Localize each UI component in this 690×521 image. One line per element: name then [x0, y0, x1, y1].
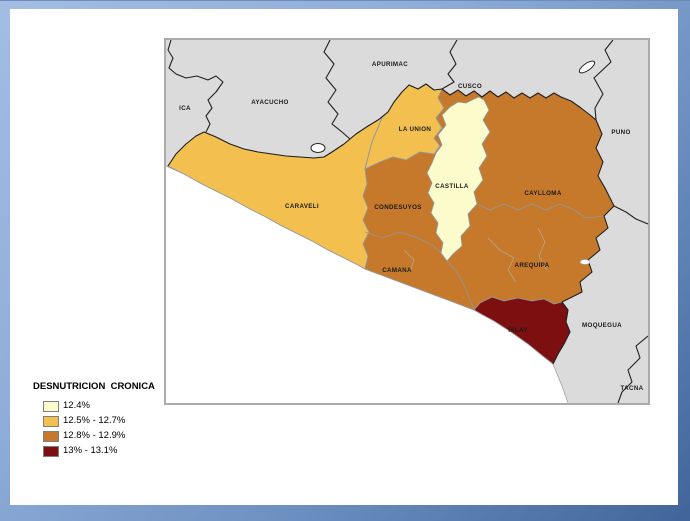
label-ayacucho: AYACUCHO: [251, 99, 288, 106]
label-apurimac: APURIMAC: [372, 61, 408, 68]
label-islay: ISLAY: [508, 327, 528, 334]
border-cusco-puno: [593, 40, 614, 121]
label-castilla: CASTILLA: [435, 183, 469, 190]
border-condesuyos-camana: [364, 231, 448, 262]
legend-label: 12.8% - 12.9%: [63, 430, 126, 441]
province-castilla: [426, 96, 491, 262]
legend-label: 12.5% - 12.7%: [63, 415, 126, 426]
border-arequipa-department: [167, 83, 615, 365]
legend-swatch-class2: [43, 415, 59, 427]
label-la-union: LA UNION: [399, 126, 432, 133]
label-arequipa: AREQUIPA: [515, 262, 550, 269]
rivers: [403, 227, 548, 283]
legend-item: 12.8% - 12.9%: [43, 430, 155, 442]
border-ayacucho-apurimac: [323, 40, 351, 140]
border-moquegua-tacna: [617, 335, 648, 403]
legend-swatch-class4: [43, 445, 59, 457]
border-ica-ayacucho: [167, 40, 224, 133]
lake: [578, 60, 596, 74]
coastline: [166, 165, 569, 403]
label-caraveli: CARAVELI: [285, 203, 319, 210]
river-line: [537, 227, 548, 271]
border-caraveli-launion: [364, 117, 383, 170]
slide-canvas: ICA AYACUCHO APURIMAC CUSCO PUNO LA UNIO…: [10, 9, 678, 505]
river-line: [487, 237, 517, 283]
label-moquegua: MOQUEGUA: [582, 322, 622, 329]
legend-item: 12.4%: [43, 400, 155, 412]
label-puno: PUNO: [611, 129, 630, 136]
legend-item: 12.5% - 12.7%: [43, 415, 155, 427]
legend-title: DESNUTRICION CRONICA: [33, 381, 155, 392]
legend: DESNUTRICION CRONICA 12.4% 12.5% - 12.7%…: [33, 381, 155, 461]
legend-item: 13% - 13.1%: [43, 445, 155, 457]
border-caylloma-arequipa: [476, 203, 605, 219]
label-condesuyos: CONDESUYOS: [374, 204, 422, 211]
label-tacna: TACNA: [621, 385, 644, 392]
label-ica: ICA: [179, 105, 191, 112]
label-camana: CAMANA: [382, 267, 412, 274]
map-svg: ICA AYACUCHO APURIMAC CUSCO PUNO LA UNIO…: [166, 40, 648, 403]
ocean: [166, 166, 568, 403]
legend-swatch-class1: [43, 400, 59, 412]
legend-swatch-class3: [43, 430, 59, 442]
border-puno-moquegua: [613, 205, 648, 225]
label-cusco: CUSCO: [458, 83, 482, 90]
border-camana-arequipa: [446, 260, 475, 311]
province-borders: [364, 117, 605, 311]
map-labels: ICA AYACUCHO APURIMAC CUSCO PUNO LA UNIO…: [179, 61, 644, 392]
lake: [310, 143, 326, 153]
lake: [579, 259, 591, 265]
legend-label: 13% - 13.1%: [63, 445, 118, 456]
river-line: [403, 249, 415, 273]
department-borders: [167, 40, 648, 403]
map-frame: ICA AYACUCHO APURIMAC CUSCO PUNO LA UNIO…: [164, 38, 650, 405]
legend-label: 12.4%: [63, 400, 90, 411]
label-caylloma: CAYLLOMA: [524, 190, 561, 197]
border-apurimac-cusco: [441, 40, 458, 90]
